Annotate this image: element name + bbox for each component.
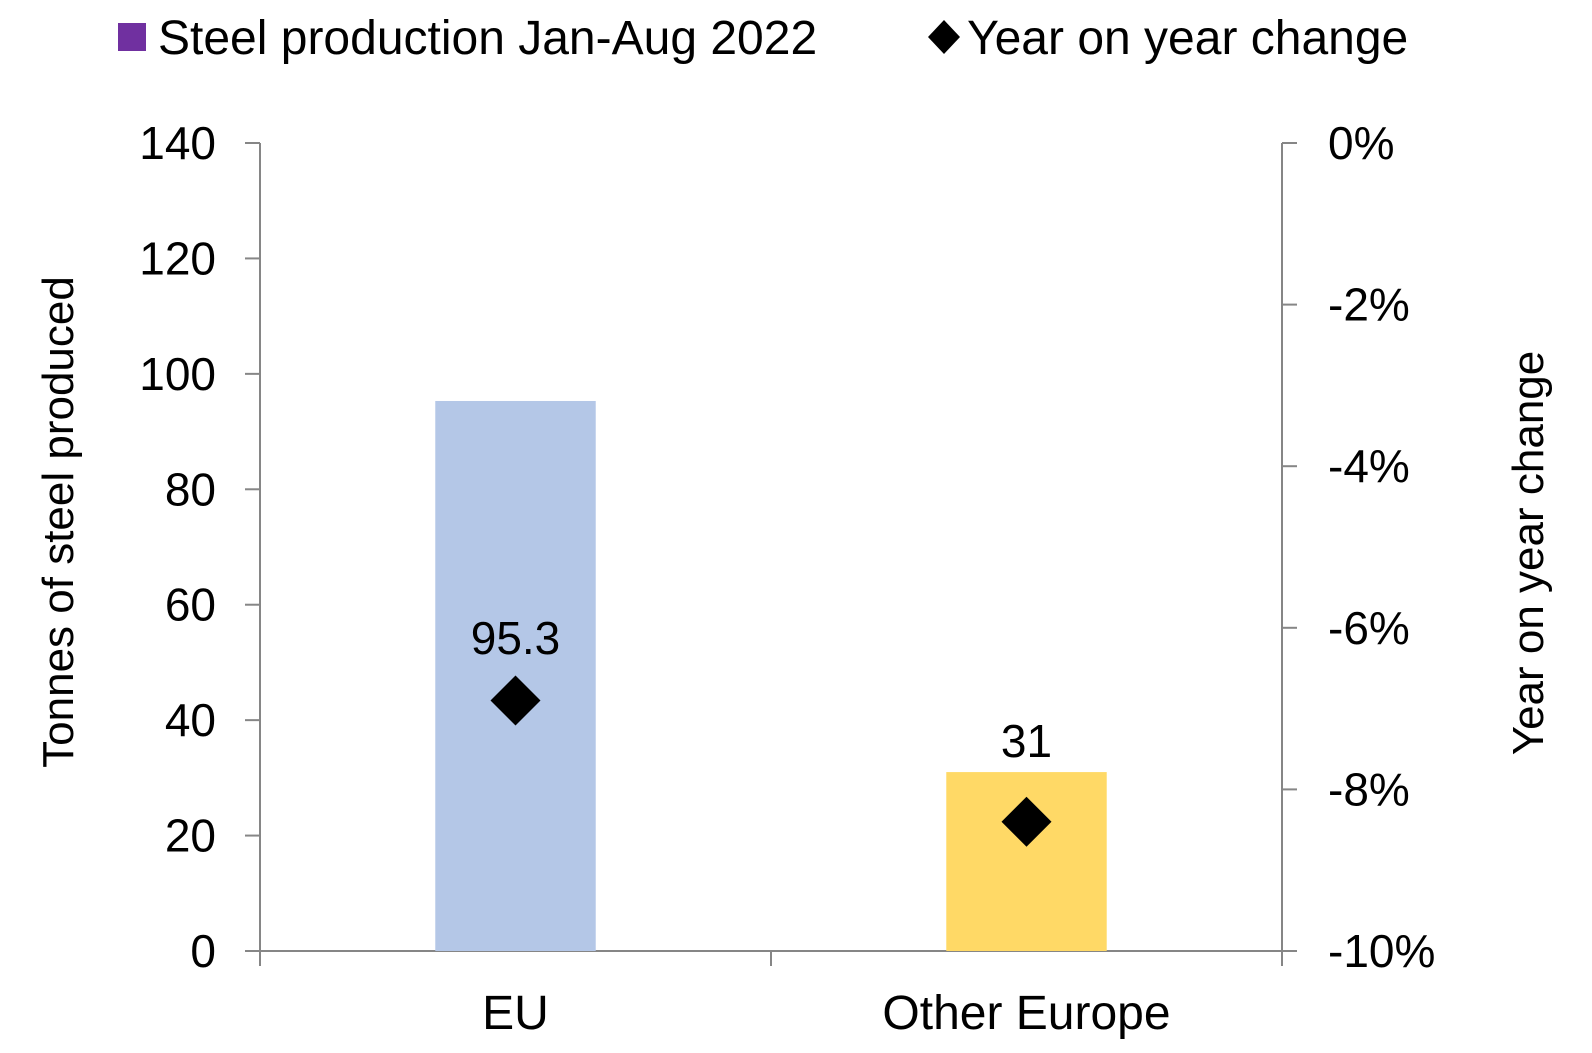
category-label: EU bbox=[482, 987, 549, 1040]
y-right-tick-label: -2% bbox=[1328, 279, 1410, 331]
y-left-axis-title: Tonnes of steel produced bbox=[34, 276, 83, 768]
y-left-tick-label: 80 bbox=[165, 463, 216, 515]
y-left-tick-label: 120 bbox=[139, 232, 216, 284]
category-labels: EU Other Europe bbox=[482, 987, 1170, 1040]
y-right-tick-label: 0% bbox=[1328, 117, 1394, 169]
legend-label-yoy-change: Year on year change bbox=[967, 12, 1408, 65]
y-left-tick-label: 140 bbox=[139, 117, 216, 169]
y-left-tick-label: 20 bbox=[165, 810, 216, 862]
data-labels: 95.3 31 bbox=[471, 612, 1052, 767]
x-ticks bbox=[259, 951, 1283, 966]
y-left-tick-label: 60 bbox=[165, 579, 216, 631]
y-right-tick-label: -6% bbox=[1328, 602, 1410, 654]
category-label: Other Europe bbox=[882, 987, 1170, 1040]
y-right-axis-title: Year on year change bbox=[1504, 351, 1553, 755]
legend-swatch-steel-production bbox=[118, 23, 146, 51]
legend: Steel production Jan-Aug 2022 Year on ye… bbox=[118, 12, 1408, 65]
y-left-tick-label: 0 bbox=[190, 925, 216, 977]
legend-diamond-icon bbox=[928, 20, 960, 54]
bars bbox=[435, 400, 1107, 951]
y-right-ticks: -10% -8% -6% -4% -2% 0% bbox=[1282, 117, 1435, 977]
y-left-ticks: 0 20 40 60 80 100 120 140 bbox=[139, 117, 260, 977]
markers bbox=[490, 675, 1052, 847]
yoy-marker bbox=[490, 675, 541, 726]
yoy-marker bbox=[1001, 796, 1052, 847]
bar-data-label: 31 bbox=[1001, 715, 1052, 767]
y-right-tick-label: -8% bbox=[1328, 763, 1410, 815]
y-right-tick-label: -10% bbox=[1328, 925, 1435, 977]
y-left-tick-label: 100 bbox=[139, 348, 216, 400]
y-right-tick-label: -4% bbox=[1328, 440, 1410, 492]
legend-label-steel-production: Steel production Jan-Aug 2022 bbox=[158, 12, 817, 65]
bar-data-label: 95.3 bbox=[471, 612, 561, 664]
y-left-tick-label: 40 bbox=[165, 694, 216, 746]
